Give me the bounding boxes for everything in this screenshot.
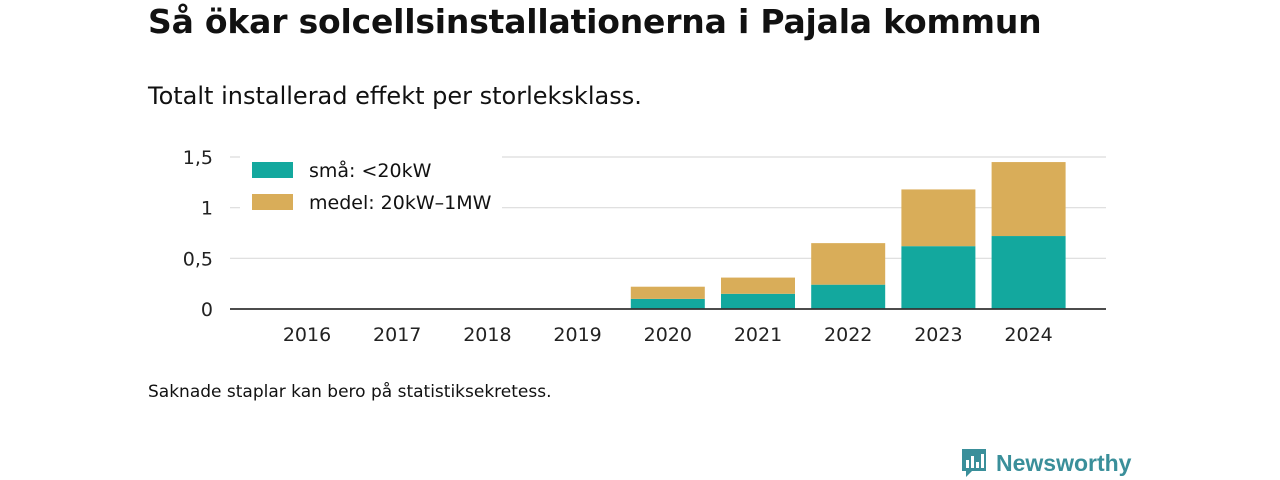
footnote: Saknade staplar kan bero på statistiksek… <box>148 382 552 402</box>
x-tick-label: 2022 <box>824 324 872 346</box>
chart-title: Så ökar solcellsinstallationerna i Pajal… <box>148 2 1042 41</box>
x-tick-label: 2020 <box>644 324 692 346</box>
x-tick-label: 2018 <box>463 324 511 346</box>
legend-swatch-small <box>252 162 293 178</box>
newsworthy-logo-icon <box>962 449 986 477</box>
bar-segment-small <box>811 284 886 309</box>
brand-name: Newsworthy <box>996 449 1132 476</box>
y-tick-label: 1 <box>201 198 213 220</box>
legend-label: små: <20kW <box>309 159 432 182</box>
legend-label: medel: 20kW–1MW <box>309 192 492 214</box>
chart-subtitle: Totalt installerad effekt per storlekskl… <box>148 82 642 110</box>
newsworthy-brand: Newsworthy <box>960 446 1131 480</box>
bar-segment-medium <box>901 189 976 247</box>
bar-segment-small <box>901 246 976 309</box>
x-tick-label: 2023 <box>914 324 962 346</box>
x-tick-label: 2019 <box>553 324 601 346</box>
bar-segment-medium <box>991 162 1066 237</box>
bar-segment-small <box>630 298 705 309</box>
x-tick-label: 2016 <box>283 324 331 346</box>
bar-segment-medium <box>721 277 795 294</box>
bar-segment-small <box>991 236 1066 309</box>
x-tick-label: 2021 <box>734 324 782 346</box>
legend-swatch-medium <box>252 194 293 210</box>
bar-segment-small <box>721 293 795 309</box>
stacked-bar-chart: 0 0,5 1 1,5 2016 2017 2018 2019 2020 2021 2022 2023… <box>183 147 1106 346</box>
y-tick-label: 1,5 <box>183 147 213 169</box>
x-tick-label: 2017 <box>373 324 421 346</box>
bar-segment-medium <box>630 286 705 299</box>
x-tick-label: 2024 <box>1004 324 1052 346</box>
bar-segment-medium <box>811 243 886 285</box>
y-tick-label: 0,5 <box>183 248 213 270</box>
y-tick-label: 0 <box>201 299 213 321</box>
